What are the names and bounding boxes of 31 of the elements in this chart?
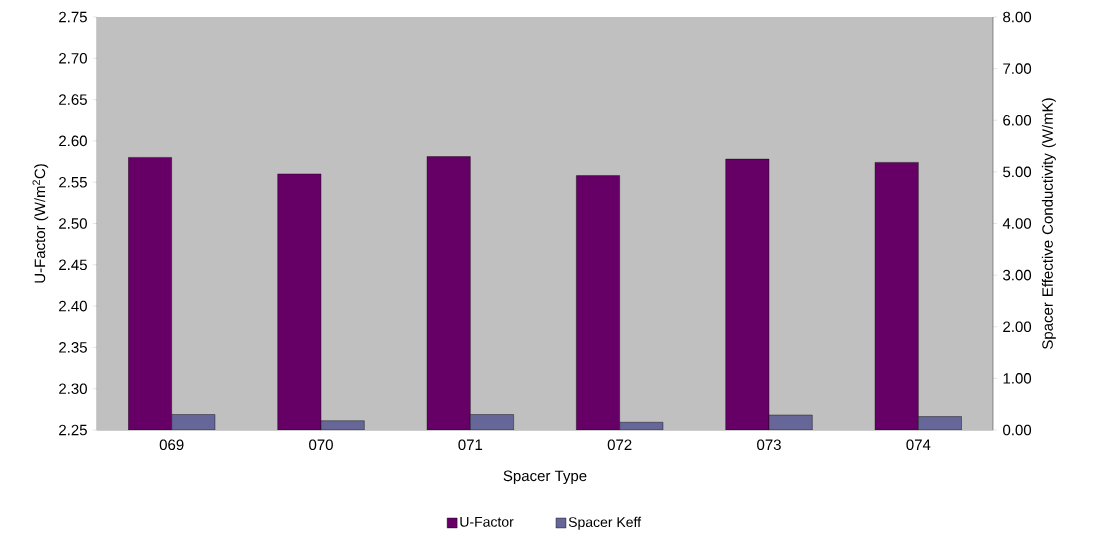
y2-tick-label: 3.00 [1003, 269, 1032, 281]
y2-tick-label: 4.00 [1002, 218, 1032, 229]
y2-tick-label: 5.00 [1003, 166, 1032, 178]
y2-tick-label: 8.00 [1003, 11, 1032, 23]
x-tick-label: 074 [906, 439, 931, 451]
x-tick-label: 070 [309, 439, 333, 451]
y2-tick-label: 2.00 [1003, 321, 1032, 333]
x-tick-label: 071 [458, 439, 483, 451]
y-tick-label: 2.25 [59, 424, 87, 436]
legend-label: Spacer Keff [568, 516, 642, 530]
y-tick-label: 2.40 [59, 300, 87, 312]
x-tick-label: 073 [757, 439, 781, 451]
y-tick-label: 2.35 [59, 342, 87, 353]
y2-tick-label: 7.00 [1003, 63, 1032, 74]
x-axis-title: Spacer Type [503, 470, 587, 485]
legend-label: U-Factor [460, 517, 514, 527]
y-axis-title: U-Factor (W/m$^{2}$C) [32, 164, 49, 283]
y-tick-label: 2.30 [59, 383, 87, 395]
y2-axis-title: Spacer Effective Conductivity (W/mK) [1041, 98, 1056, 349]
y2-tick-label: 1.00 [1003, 373, 1032, 384]
y2-tick-label: 0.00 [1003, 424, 1032, 436]
y-tick-label: 2.65 [59, 94, 87, 105]
y2-tick-label: 6.00 [1003, 114, 1032, 126]
y-tick-label: 2.50 [59, 218, 87, 229]
y-tick-label: 2.60 [59, 135, 87, 147]
y-tick-label: 2.70 [59, 53, 87, 64]
y-tick-label: 2.55 [59, 176, 87, 188]
x-tick-label: 069 [159, 439, 184, 451]
x-tick-label: 072 [607, 439, 632, 451]
y-tick-label: 2.75 [59, 11, 87, 23]
y-tick-label: 2.45 [59, 259, 87, 271]
